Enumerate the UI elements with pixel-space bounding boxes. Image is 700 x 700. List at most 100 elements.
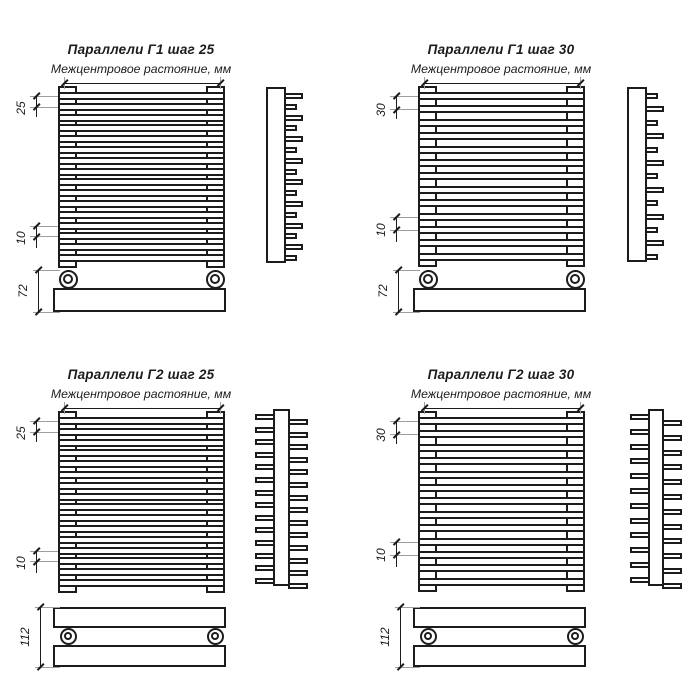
side-tooth-left [630, 562, 650, 568]
side-tooth-left [255, 577, 275, 584]
ext-line [35, 607, 60, 608]
side-tooth-right [288, 507, 308, 514]
side-tooth [645, 240, 664, 247]
tube [58, 417, 225, 425]
side-tooth-right [662, 420, 682, 426]
ext-line [35, 667, 60, 668]
center-distance-caption: Межцентровое растояние, мм [410, 62, 592, 76]
dim-line [400, 607, 401, 667]
side-bar [648, 409, 664, 586]
tube [418, 577, 585, 586]
side-tooth-right [662, 568, 682, 574]
side-tooth-left [255, 426, 275, 433]
dim-line [398, 270, 399, 312]
side-tooth-left [255, 540, 275, 546]
quadrant-g1-step30: Параллели Г1 шаг 30 Межцентровое растоян… [360, 0, 700, 350]
side-tooth-left [630, 414, 650, 420]
tube [58, 210, 225, 219]
tube [418, 92, 585, 100]
tube [418, 212, 585, 221]
side-tooth-left [630, 532, 650, 539]
side-tooth [645, 213, 664, 220]
side-tooth-right [288, 532, 308, 539]
ext-line [30, 225, 58, 227]
side-tooth-left [255, 527, 275, 534]
tube [58, 427, 225, 436]
side-tooth [284, 201, 303, 207]
tube [418, 105, 585, 114]
tube [58, 460, 225, 469]
ext-line [390, 109, 418, 111]
side-tooth-left [255, 439, 275, 446]
tube [58, 92, 225, 100]
side-bar [273, 409, 290, 586]
tube [58, 535, 225, 544]
ext-line [390, 555, 418, 556]
tube [58, 557, 225, 566]
side-tooth-left [255, 565, 275, 572]
side-tooth-right [662, 479, 682, 486]
tube [418, 457, 585, 466]
side-tooth [645, 186, 664, 193]
tube [58, 254, 225, 262]
tube [58, 438, 225, 447]
tube [418, 430, 585, 439]
connection-ring-inner [424, 632, 432, 640]
geometry [0, 325, 340, 675]
side-tooth-left [255, 477, 275, 483]
connection-ring-inner [63, 274, 73, 284]
tube [418, 524, 585, 533]
side-tooth-left [255, 552, 275, 559]
side-tooth [284, 222, 303, 229]
side-tooth-left [255, 464, 275, 471]
dim-line [424, 408, 580, 409]
connection-ring-inner [570, 274, 580, 284]
tube [418, 226, 585, 234]
side-tooth-left [630, 488, 650, 494]
bottom-rect-rear [413, 607, 586, 628]
side-tooth-left [630, 428, 650, 435]
tube [58, 503, 225, 512]
ext-line [390, 230, 418, 231]
side-tooth-right [288, 456, 308, 463]
side-tooth-right [288, 444, 308, 451]
side-tooth [284, 136, 303, 143]
dim-line [40, 607, 41, 667]
tube [58, 525, 225, 533]
side-tooth-right [288, 519, 308, 526]
tube [58, 492, 225, 501]
ext-line [393, 312, 420, 313]
drawing-title: Параллели Г2 шаг 25 [67, 367, 215, 382]
side-tooth [645, 133, 664, 140]
ext-line [390, 541, 418, 543]
side-tooth-right [288, 469, 308, 476]
tube [418, 199, 585, 208]
drawing-title: Параллели Г2 шаг 30 [427, 367, 575, 382]
side-tooth-right [288, 570, 308, 577]
side-tooth-right [662, 434, 682, 441]
ext-line [30, 106, 58, 108]
quadrant-g1-step25: Параллели Г1 шаг 25 Межцентровое растоян… [0, 0, 340, 350]
ext-line [33, 312, 60, 313]
tube [418, 252, 585, 261]
side-tooth [284, 114, 303, 121]
ext-line [30, 236, 58, 238]
side-tooth-left [630, 473, 650, 480]
tube [418, 497, 585, 506]
side-tooth-right [288, 431, 308, 438]
side-tooth-right [662, 508, 682, 515]
tube [418, 185, 585, 194]
tube [58, 178, 225, 187]
tube [58, 221, 225, 230]
tube [418, 484, 585, 492]
ext-line [395, 607, 420, 608]
ext-line [30, 550, 58, 552]
quadrant-g2-step30: Параллели Г2 шаг 30 Межцентровое растоян… [360, 325, 700, 675]
tube [418, 470, 585, 479]
quadrant-g2-step25: Параллели Г2 шаг 25 Межцентровое растоян… [0, 325, 340, 675]
bottom-rect [53, 288, 226, 312]
ext-line [390, 96, 418, 97]
side-tooth-left [630, 547, 650, 554]
tube [58, 156, 225, 165]
tube [58, 167, 225, 176]
